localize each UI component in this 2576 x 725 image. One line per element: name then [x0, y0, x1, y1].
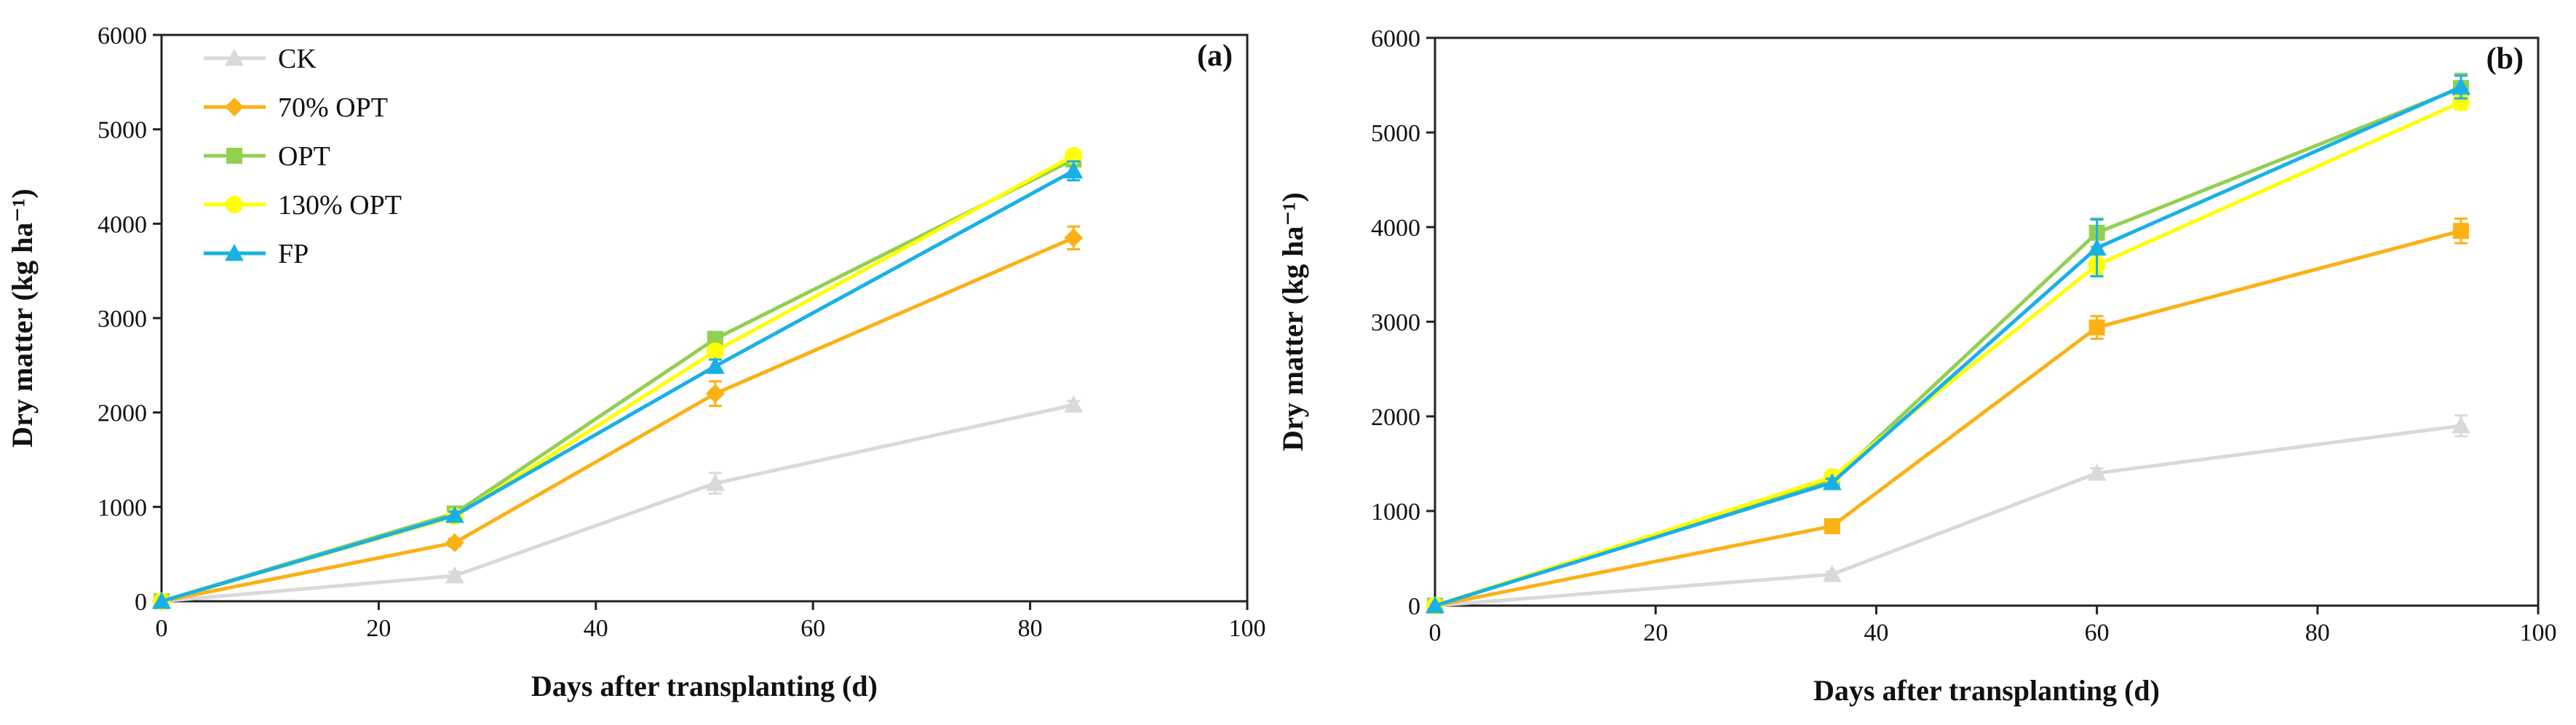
data-point-ck [445, 566, 464, 584]
series-line-opt [161, 157, 1075, 603]
y-tick-label: 5000 [98, 117, 147, 144]
data-point-fp [1064, 161, 1084, 179]
series-line-130-opt [161, 154, 1075, 603]
x-tick-label: 0 [1429, 619, 1442, 646]
data-point-ck [705, 473, 725, 491]
legend-label: OPT [278, 141, 330, 172]
y-tick-label: 1000 [1371, 499, 1420, 526]
x-tick-label: 0 [156, 615, 168, 642]
legend: CK 70% OPT OPT 130% OPT FP [204, 44, 402, 269]
data-point-opt [707, 330, 723, 347]
series-line-ck [1434, 424, 2462, 608]
series-line-fp [161, 169, 1075, 603]
legend-swatch-marker [225, 98, 244, 116]
y-tick-label: 4000 [1371, 215, 1420, 242]
legend-item-ck: CK [204, 44, 317, 74]
x-tick-label: 40 [1864, 619, 1888, 646]
legend-swatch-marker [226, 148, 242, 164]
y-tick-label: 6000 [1371, 25, 1420, 52]
y-tick-label: 5000 [1371, 120, 1420, 147]
x-tick-label: 60 [2085, 619, 2110, 646]
data-point-fp [1426, 596, 1444, 614]
y-tick-label: 2000 [98, 400, 147, 427]
data-point-70-opt [1824, 518, 1840, 534]
y-tick-label: 0 [135, 589, 147, 616]
x-tick-label: 100 [1229, 615, 1266, 642]
x-tick-label: 80 [2305, 619, 2330, 646]
data-point-fp [152, 592, 171, 609]
legend-item-fp: FP [204, 239, 309, 269]
y-tick-label: 3000 [98, 306, 147, 333]
data-point-fp [2087, 238, 2107, 255]
data-point-ck [2451, 416, 2470, 434]
series-ck [1426, 414, 2470, 614]
legend-label: 130% OPT [278, 190, 402, 221]
series-fp [152, 160, 1084, 609]
x-axis-title: Days after transplanting (d) [1813, 674, 2160, 707]
panel-a: 0 20 40 60 80 1000100020003000400050006000Day… [6, 23, 1266, 702]
legend-swatch-marker [225, 244, 244, 261]
series-line-130-opt [1434, 100, 2462, 608]
series-line-ck [161, 403, 1074, 603]
panel-label: (b) [2486, 42, 2524, 76]
data-point-70-opt [2452, 223, 2469, 239]
series-ck [152, 395, 1084, 609]
y-tick-label: 1000 [98, 494, 147, 521]
data-point-70-opt [2088, 319, 2105, 336]
y-tick-label: 0 [1408, 593, 1420, 620]
y-axis-title: Dry matter (kg ha⁻¹) [6, 189, 39, 448]
y-axis-title: Dry matter (kg ha⁻¹) [1276, 192, 1309, 451]
y-tick-label: 2000 [1371, 404, 1420, 431]
data-point-fp [445, 506, 464, 523]
data-point-130-opt [1065, 146, 1083, 165]
x-tick-label: 20 [1643, 619, 1668, 646]
x-tick-label: 100 [2520, 619, 2557, 646]
data-point-fp [1822, 473, 1842, 491]
data-point-ck [2087, 464, 2107, 481]
legend-item-70-opt: 70% OPT [204, 92, 388, 123]
y-tick-label: 6000 [98, 23, 147, 49]
series-line-opt [1434, 86, 2462, 608]
data-point-70-opt [445, 533, 464, 552]
data-point-fp [2451, 77, 2470, 95]
legend-item-opt: OPT [204, 141, 330, 172]
x-tick-label: 60 [800, 615, 825, 642]
series-line-70-opt [161, 236, 1075, 603]
data-point-ck [1064, 395, 1084, 413]
legend-swatch-marker [225, 49, 244, 66]
y-tick-label: 3000 [1371, 309, 1420, 336]
series-130-opt [1426, 93, 2470, 614]
data-point-70-opt [705, 384, 725, 403]
data-point-130-opt [706, 342, 724, 360]
x-tick-label: 20 [366, 615, 391, 642]
panel-b: 0 20 40 60 80 1000100020003000400050006000Day… [1276, 25, 2557, 707]
x-tick-label: 40 [584, 615, 608, 642]
x-axis-title: Days after transplanting (d) [531, 670, 878, 702]
data-point-fp [705, 357, 725, 374]
panel-label: (a) [1197, 39, 1233, 73]
legend-label: CK [278, 44, 317, 74]
y-tick-label: 4000 [98, 211, 147, 238]
data-point-ck [1822, 565, 1842, 582]
series-fp [1426, 74, 2470, 614]
series-70-opt [152, 225, 1084, 611]
legend-swatch-marker [226, 196, 243, 213]
series-line-fp [1434, 85, 2462, 608]
legend-label: FP [278, 239, 309, 269]
x-tick-label: 80 [1018, 615, 1043, 642]
series-line-70-opt [1434, 229, 2462, 608]
data-point-70-opt [1064, 228, 1084, 247]
legend-item-130-opt: 130% OPT [204, 190, 402, 221]
series-opt [1427, 72, 2469, 614]
legend-label: 70% OPT [278, 92, 388, 123]
series-70-opt [1427, 217, 2469, 614]
